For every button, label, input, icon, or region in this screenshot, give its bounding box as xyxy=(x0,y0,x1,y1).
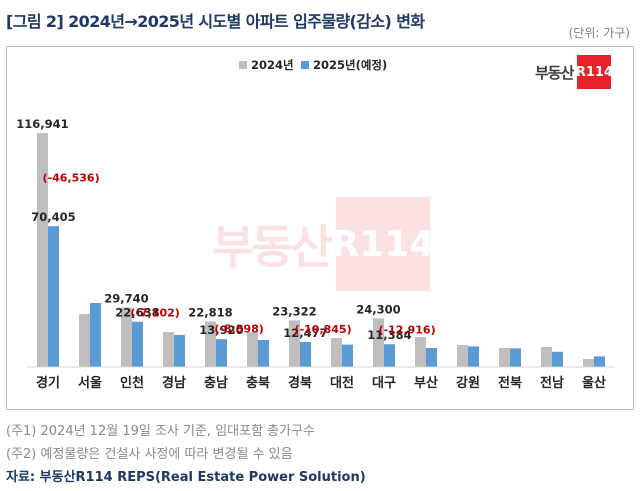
x-tick-label: 대구 xyxy=(372,376,396,391)
data-label: 70,405 xyxy=(31,210,75,224)
bar-2025 xyxy=(468,346,479,367)
bar-2024 xyxy=(289,320,300,367)
x-tick-label: 경북 xyxy=(288,375,312,391)
legend-swatch xyxy=(239,61,247,69)
bar-2025 xyxy=(258,340,269,367)
bar-2024 xyxy=(331,338,342,367)
x-tick-label: 울산 xyxy=(582,375,606,391)
footnote-1: (주1) 2024년 12월 19일 조사 기준, 임대포함 총가구수 xyxy=(6,424,316,439)
brand-logo-text: 부동산 xyxy=(535,63,574,82)
data-label: 12,477 xyxy=(283,326,327,340)
chart-frame: 부동산 R114 경기 서울 인천 경남 충남 충북 경북 대전 대구 부산 강원 전북 전남 울산 116… xyxy=(6,46,634,410)
bar-2025 xyxy=(174,335,185,367)
bar-2024 xyxy=(205,321,216,367)
data-label: 24,300 xyxy=(356,302,400,316)
footnote-2: (주2) 예정물량은 건설사 사정에 따라 변경될 수 있음 xyxy=(6,447,293,462)
page-title: [그림 2] 2024년→2025년 시도별 아파트 입주물량(감소) 변화 xyxy=(6,12,425,31)
bar-2025 xyxy=(48,226,59,367)
legend-label: 2025년(예정) xyxy=(313,58,387,72)
x-tick-label: 인천 xyxy=(120,375,144,391)
x-tick-label: 충북 xyxy=(246,375,270,391)
bar-2024 xyxy=(163,332,174,367)
brand-logo: 부동산 R114 xyxy=(535,53,627,91)
bar-2024 xyxy=(79,314,90,367)
data-label: 29,740 xyxy=(104,292,148,306)
x-tick-label: 경남 xyxy=(162,375,186,391)
bar-2025 xyxy=(300,342,311,367)
bar-chart: 경기 서울 인천 경남 충남 충북 경북 대전 대구 부산 강원 전북 전남 울산 116,941 70,40… xyxy=(16,58,615,391)
bar-2025 xyxy=(90,303,101,367)
change-label: (-46,536) xyxy=(43,172,100,185)
data-label: 13,920 xyxy=(199,323,243,337)
data-label: 116,941 xyxy=(16,117,68,131)
change-label: (-10,845) xyxy=(295,323,352,336)
bar-2025 xyxy=(132,321,143,367)
x-tick-label: 강원 xyxy=(456,375,480,391)
bar-2024 xyxy=(499,348,510,367)
brand-logo-badge: R114 xyxy=(576,55,613,89)
x-tick-label: 부산 xyxy=(414,375,438,391)
bar-2024 xyxy=(247,332,258,367)
data-label: 23,322 xyxy=(272,304,316,318)
data-label: 22,818 xyxy=(188,305,232,319)
x-tick-label: 경기 xyxy=(36,375,60,391)
x-tick-label: 서울 xyxy=(78,375,102,391)
data-label: 22,638 xyxy=(115,306,159,320)
x-tick-label: 대전 xyxy=(330,375,354,391)
bar-2024 xyxy=(457,345,468,367)
x-tick-label: 충남 xyxy=(204,375,228,391)
legend-label: 2024년 xyxy=(251,58,294,72)
unit-label: (단위: 가구) xyxy=(568,26,630,40)
change-label: (-7,102) xyxy=(130,307,179,320)
source-line: 자료: 부동산R114 REPS(Real Estate Power Solut… xyxy=(6,470,366,485)
bar-2025 xyxy=(510,348,521,367)
bar-2024 xyxy=(583,359,594,367)
bar-2024 xyxy=(541,347,552,367)
x-tick-label: 전북 xyxy=(498,375,522,391)
bar-2024 xyxy=(121,307,132,367)
change-label: (-12,916) xyxy=(379,323,436,336)
bar-2024 xyxy=(37,133,48,367)
bar-2025 xyxy=(384,344,395,367)
bar-2025 xyxy=(552,351,563,367)
bar-2025 xyxy=(342,344,353,367)
x-tick-label: 전남 xyxy=(540,375,564,391)
bar-2025 xyxy=(426,348,437,367)
legend-swatch xyxy=(301,61,309,69)
change-label: (-8,898) xyxy=(214,322,263,335)
bar-2025 xyxy=(216,339,227,367)
bar-2024 xyxy=(373,318,384,367)
bar-2024 xyxy=(415,337,426,367)
data-label: 11,384 xyxy=(367,328,411,342)
bar-2025 xyxy=(594,356,605,367)
